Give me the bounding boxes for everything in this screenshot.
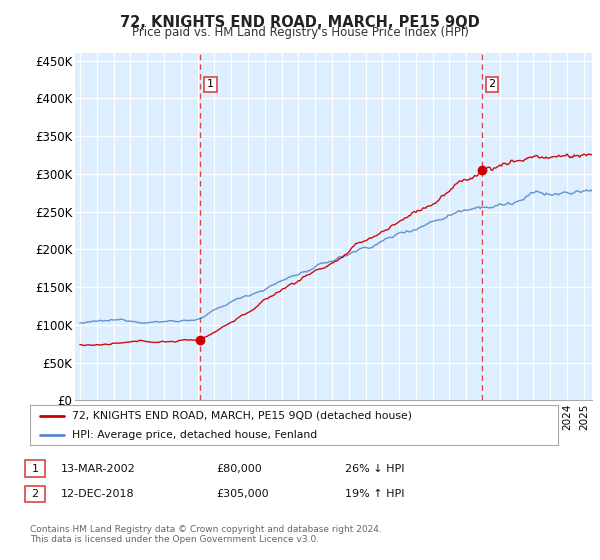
Text: 72, KNIGHTS END ROAD, MARCH, PE15 9QD (detached house): 72, KNIGHTS END ROAD, MARCH, PE15 9QD (d…: [72, 411, 412, 421]
Text: 13-MAR-2002: 13-MAR-2002: [61, 464, 136, 474]
Text: 72, KNIGHTS END ROAD, MARCH, PE15 9QD: 72, KNIGHTS END ROAD, MARCH, PE15 9QD: [120, 15, 480, 30]
Text: Price paid vs. HM Land Registry's House Price Index (HPI): Price paid vs. HM Land Registry's House …: [131, 26, 469, 39]
Text: Contains HM Land Registry data © Crown copyright and database right 2024.
This d: Contains HM Land Registry data © Crown c…: [30, 525, 382, 544]
Text: 26% ↓ HPI: 26% ↓ HPI: [345, 464, 404, 474]
Text: 1: 1: [207, 80, 214, 90]
Text: 2: 2: [488, 80, 496, 90]
Text: 19% ↑ HPI: 19% ↑ HPI: [345, 489, 404, 499]
Text: HPI: Average price, detached house, Fenland: HPI: Average price, detached house, Fenl…: [72, 430, 317, 440]
Text: £80,000: £80,000: [216, 464, 262, 474]
Text: 12-DEC-2018: 12-DEC-2018: [61, 489, 135, 499]
Text: £305,000: £305,000: [216, 489, 269, 499]
Text: 2: 2: [32, 489, 38, 499]
Text: 1: 1: [32, 464, 38, 474]
